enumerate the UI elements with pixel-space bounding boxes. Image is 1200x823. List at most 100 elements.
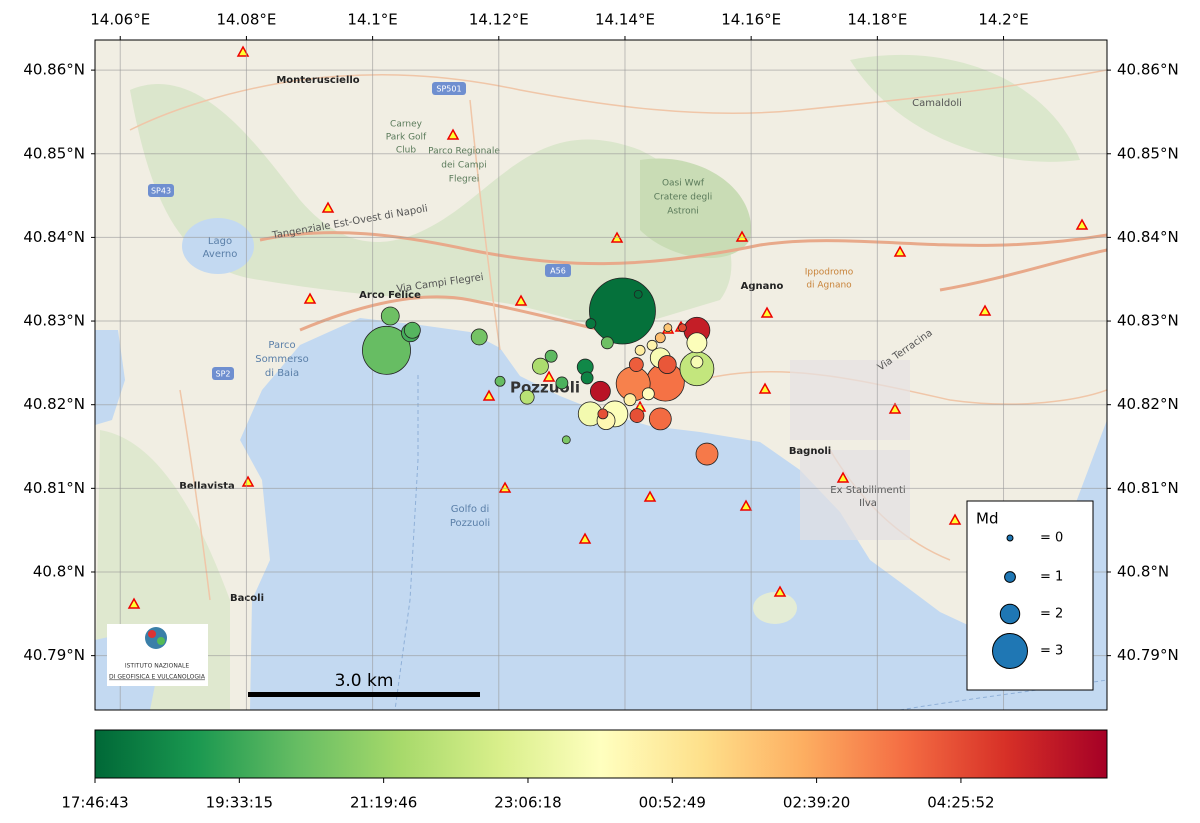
earthquake [663,323,673,333]
y-tick-label: 40.79°N [1117,646,1179,664]
y-tick-label: 40.83°N [1117,312,1179,330]
x-tick-label: 14.18°E [847,11,907,29]
y-tick-label: 40.84°N [1117,228,1179,246]
basemap: Monterusciello Lago Averno Arco Felice P… [95,40,1107,710]
earthquake [657,355,677,374]
grid [95,40,1107,710]
x-tick-label: 14.12°E [469,11,529,29]
earthquake [686,332,708,354]
place-label: Ippodromo [805,268,854,278]
road-shield: SP501 [436,85,461,94]
earthquake [597,408,609,420]
y-tick-label: 40.86°N [23,61,85,79]
place-label: Carney [390,120,423,130]
place-label: Astroni [667,207,699,217]
place-label: Lago [208,236,232,247]
earthquake [589,277,656,345]
y-tick-label: 40.81°N [23,479,85,497]
colorbar-tick-label: 17:46:43 [61,794,128,812]
place-label: Pozzuoli [450,518,490,529]
colorbar-tick-label: 02:39:20 [783,794,850,812]
place-label: Sommerso [255,354,309,365]
earthquake [677,323,687,333]
y-tick-label: 40.82°N [23,395,85,413]
earthquake [494,375,506,387]
x-tick-label: 14.1°E [347,11,397,29]
y-tick-label: 40.84°N [23,228,85,246]
place-label: Pozzuoli [510,379,580,397]
place-label: Arco Felice [359,290,421,301]
earthquake [633,289,643,299]
place-label: Club [396,146,416,156]
earthquake [690,355,704,369]
place-label: Cratere degli [654,193,712,203]
earthquake [654,332,666,344]
earthquake [470,328,488,346]
place-label: Bacoli [230,593,264,604]
earthquake [623,393,637,407]
place-label: Bagnoli [789,446,831,457]
earthquake [380,306,400,326]
y-tick-label: 40.85°N [23,144,85,162]
scale-label: 3.0 km [335,671,394,691]
earthquake [634,344,646,356]
place-label: dei Campi [441,161,486,171]
x-tick-label: 14.06°E [90,11,150,29]
place-label: Golfo di [451,504,490,515]
earthquake [648,407,672,431]
place-label: Ex Stabilimenti [830,485,905,496]
place-label: di Agnano [806,281,852,291]
legend: Md = 0 = 1 = 2 = 3 [966,500,1094,691]
legend-marker [992,633,1028,669]
legend-marker [1004,571,1016,583]
logo-text: ISTITUTO NAZIONALE [125,663,189,670]
earthquake [544,349,558,363]
place-label: Ilva [859,498,877,509]
earthquake [585,318,597,329]
place-label: Bellavista [179,481,234,492]
earthquake [628,357,644,372]
earthquake [555,376,569,390]
x-tick-label: 14.16°E [721,11,781,29]
place-label: Oasi Wwf [662,179,705,189]
y-tick-label: 40.86°N [1117,61,1179,79]
y-tick-label: 40.8°N [33,562,85,580]
legend-label: = 3 [1040,644,1063,659]
earthquake [646,339,658,351]
legend-marker [999,603,1021,625]
y-tick-label: 40.8°N [1117,562,1169,580]
colorbar-tick-label: 19:33:15 [206,794,273,812]
colorbar-tick-label: 23:06:18 [494,794,561,812]
earthquake [403,321,421,339]
place-label: Camaldoli [912,98,962,109]
road-shield: SP2 [216,370,231,379]
place-label: Flegrei [449,175,479,185]
colorbar-tick-label: 00:52:49 [639,794,706,812]
earthquake [600,336,614,350]
x-tick-label: 14.14°E [595,11,655,29]
y-tick-label: 40.82°N [1117,395,1179,413]
earthquake [362,325,411,375]
place-label: di Baia [265,368,299,379]
road-shield: A56 [550,267,566,276]
legend-label: = 1 [1040,570,1063,585]
place-label: Park Golf [386,133,427,143]
earthquake [589,380,611,402]
events [362,277,719,466]
earthquake [695,442,719,466]
axes: 14.06°E 14.08°E 14.1°E 14.12°E 14.14°E 14.16°… [23,11,1178,812]
y-tick-label: 40.79°N [23,646,85,664]
earthquake [561,435,571,445]
legend-label: = 0 [1040,531,1063,546]
place-label: Parco Regionale [428,147,500,157]
logo: ISTITUTO NAZIONALE DI GEOFISICA E VULCAN… [107,624,208,686]
legend-title: Md [976,510,998,528]
y-tick-label: 40.81°N [1117,479,1179,497]
scale-bar [248,692,480,697]
logo-text: DI GEOFISICA E VULCANOLOGIA [109,674,206,681]
earthquake [532,357,549,375]
colorbar-tick-label: 21:19:46 [350,794,417,812]
place-label: Monterusciello [276,75,359,86]
x-tick-label: 14.08°E [216,11,276,29]
